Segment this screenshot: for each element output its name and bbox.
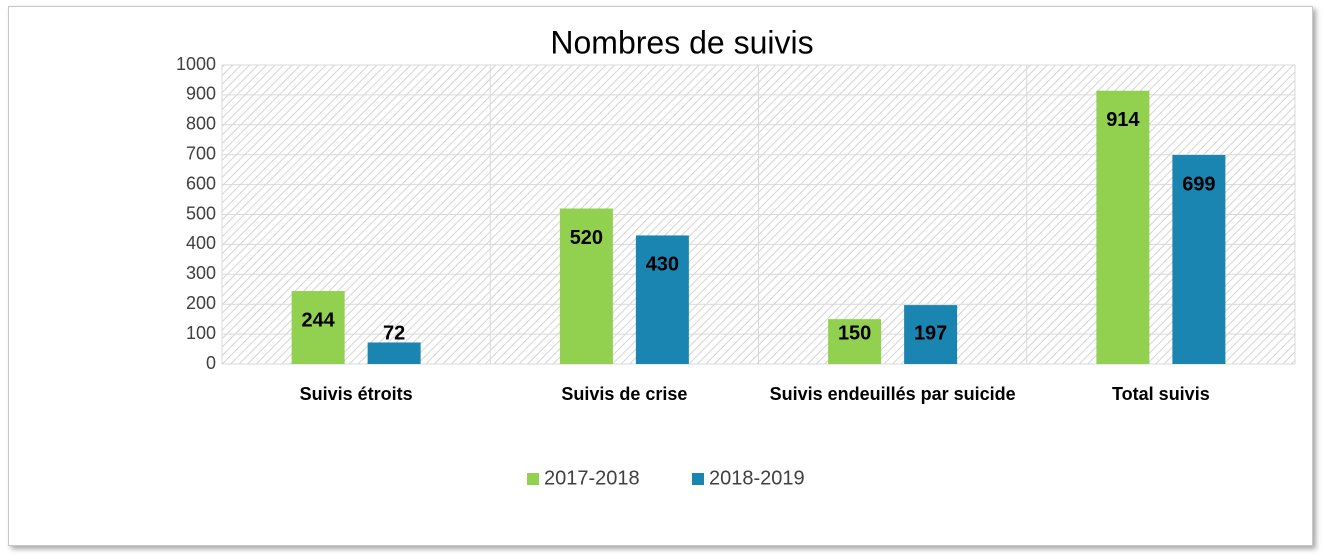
data-label: 150 (838, 322, 871, 344)
y-tick-label: 1000 (176, 54, 216, 74)
y-tick-label: 300 (186, 263, 216, 283)
bar (635, 235, 689, 364)
data-label: 520 (570, 227, 603, 249)
bar (1096, 90, 1150, 365)
legend-label: 2017-2018 (544, 467, 640, 489)
y-tick-label: 700 (186, 143, 216, 163)
x-tick-label: Suivis de crise (561, 384, 688, 404)
y-tick-label: 100 (186, 323, 216, 343)
bar (828, 319, 882, 364)
data-label: 72 (383, 322, 405, 344)
legend-label: 2018-2019 (709, 467, 805, 489)
y-tick-label: 800 (186, 114, 216, 134)
data-label: 699 (1182, 173, 1215, 195)
data-label: 244 (301, 309, 335, 331)
data-label: 197 (914, 322, 947, 344)
y-tick-label: 200 (186, 293, 216, 313)
legend-swatch (527, 473, 539, 485)
x-tick-label: Suivis endeuillés par suicide (769, 384, 1016, 404)
bar (291, 291, 345, 364)
chart-title: Nombres de suivis (550, 24, 813, 60)
legend-swatch (692, 473, 704, 485)
y-tick-label: 500 (186, 203, 216, 223)
y-tick-label: 600 (186, 173, 216, 193)
bar (1172, 154, 1226, 364)
bar (559, 208, 613, 364)
y-tick-label: 900 (186, 84, 216, 104)
x-tick-label: Suivis étroits (299, 384, 413, 404)
data-label: 430 (646, 254, 679, 276)
data-label: 914 (1106, 109, 1140, 131)
y-tick-label: 0 (206, 353, 216, 373)
x-tick-label: Total suivis (1112, 384, 1210, 404)
bar (367, 342, 421, 364)
y-tick-label: 400 (186, 233, 216, 253)
bar (904, 305, 958, 364)
